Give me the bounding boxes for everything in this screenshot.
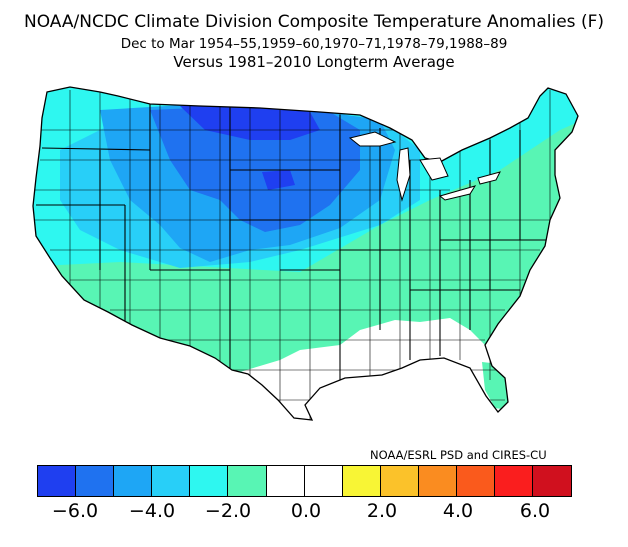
colorbar-swatch: [114, 466, 153, 496]
colorbar-swatch: [418, 466, 458, 496]
great-lakes: [348, 131, 501, 202]
map-baseline: Versus 1981–2010 Longterm Average: [173, 53, 455, 71]
colorbar-swatch: [457, 466, 496, 496]
colorbar-tick-label: 4.0: [442, 500, 474, 522]
state-boundaries: [36, 104, 550, 380]
colorbar-swatch: [380, 466, 419, 496]
colorbar-tick-label: 0.0: [290, 500, 322, 522]
colorbar-tick-label: −4.0: [128, 500, 176, 522]
colorbar-swatch: [152, 466, 191, 496]
colorbar-tick-label: 2.0: [366, 500, 398, 522]
colorbar-tick-label: −6.0: [51, 500, 99, 522]
colorbar: [37, 465, 573, 497]
map-subtitle: Dec to Mar 1954–55,1959–60,1970–71,1978–…: [120, 36, 508, 52]
colorbar-swatch: [266, 466, 305, 496]
colorbar-swatch: [533, 466, 572, 496]
colorbar-swatch: [304, 466, 343, 496]
colorbar-swatch: [190, 466, 229, 496]
colorbar-tick-label: 6.0: [519, 500, 551, 522]
credit-label: NOAA/ESRL PSD and CIRES-CU: [370, 448, 547, 462]
us-outline: [32, 86, 579, 421]
anomaly-fill: [33, 87, 578, 420]
colorbar-swatch: [495, 466, 534, 496]
colorbar-swatch: [38, 466, 77, 496]
colorbar-swatch: [76, 466, 115, 496]
colorbar-tick-label: −2.0: [204, 500, 252, 522]
colorbar-swatch: [342, 466, 381, 496]
map-title: NOAA/NCDC Climate Division Composite Tem…: [23, 12, 604, 32]
colorbar-swatch: [228, 466, 267, 496]
